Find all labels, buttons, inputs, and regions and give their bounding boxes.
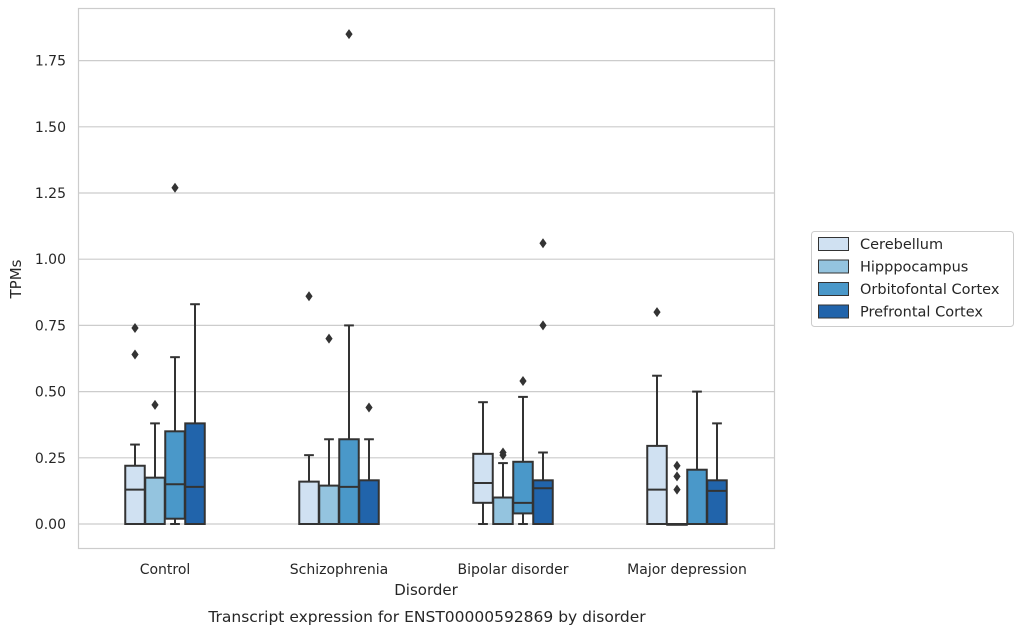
box-cerebellum — [124, 323, 146, 525]
legend-label: Cerebellum — [860, 237, 943, 253]
box-orbitofontal-cortex — [512, 376, 534, 525]
box-hipppocampus — [144, 399, 166, 526]
outlier-point — [131, 323, 139, 334]
box-cerebellum — [646, 307, 668, 525]
legend-label: Orbitofontal Cortex — [860, 282, 1000, 298]
box-body — [338, 438, 360, 526]
y-tick-label: 0.50 — [35, 385, 66, 401]
x-tick-label: Bipolar disorder — [457, 562, 568, 578]
box-hipppocampus — [666, 460, 688, 526]
y-tick-label: 0.75 — [35, 318, 66, 334]
x-tick-label: Control — [140, 562, 191, 578]
box-body — [144, 476, 166, 526]
box-hipppocampus — [492, 447, 514, 525]
x-tick-labels: Control Schizophrenia Bipolar disorder Majo… — [140, 562, 747, 578]
outlier-point — [305, 291, 313, 302]
legend-frame — [811, 231, 1014, 327]
box-body — [318, 484, 340, 526]
box-body — [164, 430, 186, 520]
outlier-point — [499, 447, 507, 458]
outlier-point — [171, 182, 179, 193]
legend-label: Prefrontal Cortex — [860, 305, 983, 321]
box-orbitofontal-cortex — [338, 29, 360, 526]
box-body — [686, 468, 708, 526]
box-cerebellum — [472, 401, 494, 525]
box-body — [512, 460, 534, 515]
outlier-point — [539, 238, 547, 249]
legend-swatch — [818, 304, 849, 319]
box-hipppocampus — [318, 333, 340, 526]
outlier-point — [519, 376, 527, 387]
y-tick-label: 0.00 — [35, 517, 66, 533]
x-tick-label: Major depression — [627, 562, 747, 578]
y-tick-label: 1.00 — [35, 252, 66, 268]
outlier-point — [539, 320, 547, 331]
plot-area-frame — [77, 7, 776, 550]
legend-label: Hipppocampus — [860, 260, 968, 276]
outlier-point — [131, 349, 139, 360]
box-body — [646, 444, 668, 525]
outlier-point — [365, 402, 373, 413]
box-body — [492, 496, 514, 525]
x-tick-label: Schizophrenia — [290, 562, 388, 578]
box-series — [124, 29, 728, 526]
outlier-point — [151, 399, 159, 410]
outlier-point — [673, 484, 681, 495]
outlier-point — [673, 471, 681, 482]
box-body — [358, 479, 380, 526]
box-body — [472, 452, 494, 504]
outlier-point — [653, 307, 661, 318]
box-body — [706, 479, 728, 526]
legend-swatch — [818, 282, 849, 296]
y-tick-label: 1.25 — [35, 186, 66, 202]
outlier-point — [325, 333, 333, 344]
outlier-point — [673, 460, 681, 471]
y-tick-label: 0.25 — [35, 451, 66, 467]
outlier-point — [345, 29, 353, 40]
y-tick-label: 1.75 — [35, 54, 66, 70]
box-body — [532, 479, 554, 526]
box-body — [184, 422, 206, 526]
box-prefrontal-cortex — [184, 303, 206, 526]
chart-caption: Transcript expression for ENST0000059286… — [207, 608, 646, 626]
x-axis-label: Disorder — [394, 581, 458, 599]
legend-swatch — [818, 259, 849, 274]
box-cerebellum — [298, 291, 320, 525]
box-body — [298, 480, 320, 525]
box-prefrontal-cortex — [706, 422, 728, 526]
y-axis-label: TPMs — [7, 259, 25, 299]
legend-swatch — [818, 237, 849, 251]
y-tick-label: 1.50 — [35, 120, 66, 136]
box-prefrontal-cortex — [532, 238, 554, 526]
box-orbitofontal-cortex — [164, 182, 186, 525]
box-body — [124, 464, 146, 525]
box-prefrontal-cortex — [358, 402, 380, 526]
y-tick-labels: 0.00 0.25 0.50 0.75 1.00 1.25 1.50 1.75 — [35, 54, 66, 533]
legend: Cerebellum Hipppocampus Orbitofontal Corte… — [811, 231, 1014, 327]
